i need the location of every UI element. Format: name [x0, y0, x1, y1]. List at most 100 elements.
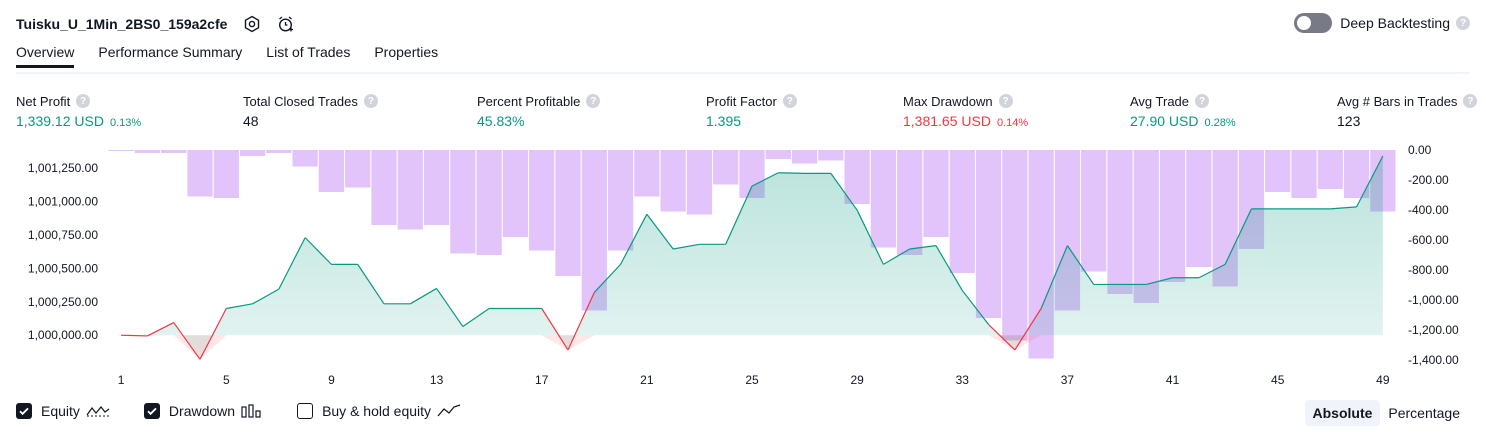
legend-drawdown[interactable]: Drawdown — [143, 403, 263, 419]
percentage-button[interactable]: Percentage — [1388, 405, 1460, 421]
drawdown-bar — [345, 150, 371, 188]
drawdown-bar — [818, 150, 844, 161]
info-icon[interactable]: ? — [998, 94, 1013, 108]
drawdown-bar — [292, 150, 318, 167]
equity-line-segment — [1356, 155, 1384, 208]
equity-line-segment — [830, 173, 858, 211]
drawdown-bar — [660, 150, 686, 212]
equity-line-segment — [673, 243, 700, 250]
equity-line-segment — [935, 245, 963, 291]
x-axis-label: 45 — [1271, 373, 1285, 387]
equity-line-segment — [909, 245, 937, 250]
info-icon[interactable]: ? — [76, 94, 91, 108]
metric-profit-factor: Profit Factor? 1.395 — [706, 93, 797, 129]
drawdown-bars-icon — [241, 404, 263, 418]
info-icon[interactable]: ? — [1195, 94, 1210, 108]
right-axis-label: -800.00 — [1408, 263, 1449, 277]
strategy-header: Tuisku_U_1Min_2BS0_159a2cfe — [16, 12, 295, 36]
x-axis-label: 13 — [430, 373, 444, 387]
drawdown-bar — [791, 150, 818, 164]
drawdown-checkbox[interactable] — [143, 403, 160, 419]
drawdown-bar — [1317, 150, 1343, 189]
deep-backtesting-toggle[interactable] — [1294, 13, 1333, 33]
equity-line-segment — [1066, 245, 1095, 285]
add-alert-icon[interactable] — [277, 15, 295, 33]
equity-line-icon — [86, 404, 110, 418]
x-axis-label: 17 — [535, 373, 549, 387]
buy-hold-line-icon — [437, 404, 461, 418]
value-mode-switch: Absolute Percentage — [1304, 400, 1469, 426]
equity-line-segment — [1014, 308, 1042, 351]
equity-line-segment — [1224, 208, 1252, 265]
absolute-button[interactable]: Absolute — [1304, 400, 1381, 426]
metric-avg-bars-in-trades: Avg # Bars in Trades? 123 — [1337, 93, 1478, 129]
equity-line-segment — [252, 288, 280, 305]
drawdown-bar — [134, 150, 161, 153]
equity-line-segment — [988, 324, 1016, 351]
drawdown-bar — [397, 150, 423, 230]
drawdown-bar — [476, 150, 502, 255]
drawdown-bar — [844, 150, 870, 204]
buy-hold-checkbox[interactable] — [297, 403, 314, 419]
equity-label: Equity — [41, 403, 80, 419]
drawdown-bar — [1291, 150, 1317, 198]
tab-performance-summary[interactable]: Performance Summary — [98, 44, 243, 60]
equity-line-segment — [409, 287, 437, 305]
drawdown-bar — [923, 150, 949, 237]
drawdown-bar — [1159, 150, 1186, 282]
metric-value: 1,339.12 USD — [16, 113, 104, 129]
equity-line-segment — [199, 308, 227, 360]
equity-line-segment — [856, 209, 884, 265]
equity-area — [121, 156, 1383, 360]
right-axis-label: -1,200.00 — [1408, 323, 1459, 337]
drawdown-bar — [949, 150, 975, 273]
equity-line-segment — [620, 213, 648, 265]
metric-net-profit: Net Profit? 1,339.12 USD 0.13% — [16, 93, 142, 130]
x-axis-label: 37 — [1061, 373, 1075, 387]
info-icon[interactable]: ? — [586, 94, 601, 108]
tab-overview[interactable]: Overview — [16, 44, 75, 68]
drawdown-bar — [975, 150, 1002, 318]
equity-drawdown-chart[interactable]: 1,001,250.00 1,001,000.00 1,000,750.00 1,00… — [0, 140, 1486, 395]
metric-percent: 0.13% — [109, 117, 142, 129]
info-icon[interactable]: ? — [363, 94, 378, 108]
metric-avg-trade: Avg Trade? 27.90 USD 0.28% — [1130, 93, 1236, 130]
equity-line-segment — [593, 263, 622, 293]
metric-label: Avg # Bars in Trades — [1337, 93, 1458, 109]
tab-list-of-trades[interactable]: List of Trades — [266, 44, 351, 60]
left-axis-label: 1,000,250.00 — [28, 295, 98, 309]
metric-value: 1,381.65 USD — [903, 113, 991, 129]
info-icon[interactable]: ? — [1463, 94, 1478, 108]
x-axis-label: 29 — [850, 373, 864, 387]
metric-total-closed-trades: Total Closed Trades? 48 — [243, 93, 378, 129]
x-axis-label: 33 — [956, 373, 970, 387]
legend-equity[interactable]: Equity — [16, 403, 110, 419]
left-axis-label: 1,000,500.00 — [28, 261, 98, 275]
info-icon[interactable]: ? — [782, 94, 797, 108]
settings-icon[interactable] — [243, 15, 261, 33]
metric-percent: 0.28% — [1204, 117, 1236, 129]
equity-line-segment — [725, 185, 753, 245]
equity-line-segment — [278, 237, 306, 290]
drawdown-bar — [266, 150, 292, 153]
drawdown-bar — [161, 150, 187, 153]
strategy-title: Tuisku_U_1Min_2BS0_159a2cfe — [16, 16, 228, 32]
legend-buy-hold[interactable]: Buy & hold equity — [297, 403, 461, 419]
metric-value: 123 — [1337, 113, 1361, 129]
deep-backtesting-help-icon[interactable]: ? — [1456, 16, 1470, 30]
drawdown-bar — [450, 150, 476, 254]
drawdown-bar — [897, 150, 923, 255]
drawdown-bar — [1186, 150, 1212, 267]
equity-checkbox[interactable] — [16, 403, 32, 419]
x-axis-label: 49 — [1376, 373, 1390, 387]
drawdown-bar — [423, 150, 450, 225]
equity-line-segment — [778, 172, 805, 175]
drawdown-bar — [1107, 150, 1133, 294]
drawdown-bar — [765, 150, 791, 159]
drawdown-bar — [529, 150, 555, 251]
tab-properties[interactable]: Properties — [374, 44, 439, 60]
x-axis-label: 25 — [745, 373, 759, 387]
metric-label: Net Profit — [16, 93, 71, 109]
equity-line-segment — [1198, 263, 1226, 279]
deep-backtesting-label: Deep Backtesting — [1340, 15, 1450, 31]
